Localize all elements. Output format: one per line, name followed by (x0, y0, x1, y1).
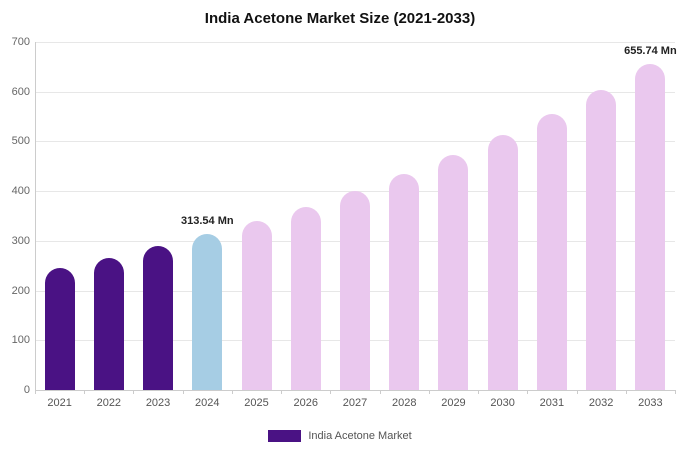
bar (586, 89, 617, 390)
y-axis-label: 200 (11, 284, 30, 297)
x-axis-label: 2023 (145, 397, 171, 409)
legend-label: India Acetone Market (308, 430, 412, 442)
bar (241, 220, 272, 390)
bar (143, 246, 174, 390)
y-axis-line (35, 42, 36, 390)
bar (192, 234, 223, 390)
y-axis-label: 100 (11, 334, 30, 347)
x-axis-label: 2021 (47, 397, 72, 409)
x-axis-label: 2030 (490, 397, 515, 409)
legend: India Acetone Market (0, 430, 680, 442)
bar (44, 268, 75, 390)
x-axis-tick (281, 390, 283, 394)
bar (635, 64, 666, 390)
x-axis-label: 2028 (391, 397, 417, 409)
x-axis-line (35, 390, 675, 391)
x-axis-tick (675, 390, 676, 394)
bar (389, 173, 420, 390)
y-axis-label: 500 (11, 135, 30, 148)
legend-swatch (268, 430, 302, 442)
x-axis-tick (625, 390, 627, 394)
x-axis-label: 2033 (638, 397, 663, 409)
bar (487, 134, 518, 390)
y-axis-label: 600 (11, 85, 30, 98)
x-axis-label: 2031 (539, 397, 565, 409)
gridline (35, 42, 675, 43)
x-axis-label: 2029 (441, 397, 466, 409)
x-axis-tick (527, 390, 529, 394)
bar (290, 206, 321, 390)
x-axis-tick (133, 390, 135, 394)
chart-title: India Acetone Market Size (2021-2033) (204, 10, 476, 27)
x-axis-label: 2027 (342, 397, 368, 409)
bar (438, 155, 469, 390)
y-axis-label: 400 (11, 185, 30, 198)
x-axis-tick (478, 390, 480, 394)
x-axis-tick (576, 390, 578, 394)
bar (93, 257, 124, 390)
bar-annotation: 313.54 Mn (181, 215, 234, 228)
x-axis-tick (231, 390, 233, 394)
x-axis-tick (35, 390, 36, 394)
gridline (35, 141, 675, 143)
x-axis-tick (182, 390, 184, 394)
x-axis-tick (428, 390, 430, 394)
y-axis-label: 300 (11, 234, 30, 247)
bar (536, 113, 567, 390)
x-axis-label: 2025 (244, 397, 269, 409)
x-axis-tick (379, 390, 381, 394)
gridline (35, 91, 675, 93)
x-axis-tick (84, 390, 86, 394)
x-axis-label: 2024 (195, 397, 220, 409)
y-axis-label: 700 (11, 36, 30, 48)
x-axis-tick (330, 390, 332, 394)
bar-annotation: 655.74 Mn (624, 45, 677, 57)
x-axis-label: 2026 (293, 397, 318, 409)
y-axis-label: 0 (23, 384, 30, 396)
bar (340, 190, 370, 390)
x-axis-label: 2032 (588, 397, 614, 409)
x-axis-label: 2022 (96, 397, 122, 409)
